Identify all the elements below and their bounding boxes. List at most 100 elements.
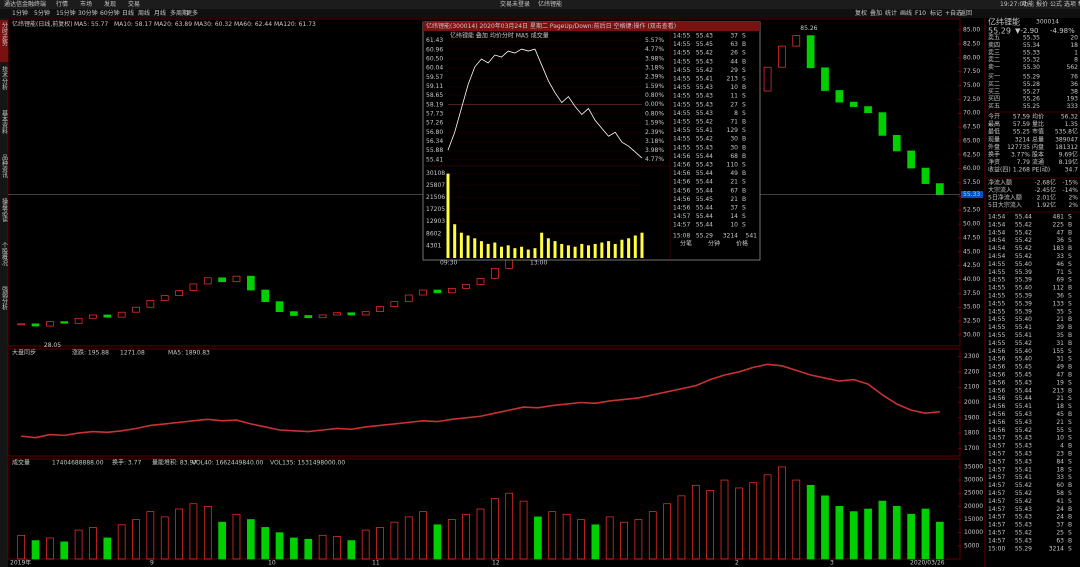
status-text: 亿纬锂能: [538, 0, 562, 8]
volume-bar: [103, 537, 112, 560]
tick-price: 55.43: [1015, 451, 1032, 458]
tick-price: 55.41: [1015, 466, 1032, 473]
volume-bar: [261, 527, 270, 560]
y-tick-label: 60.00: [963, 165, 980, 172]
tick-volume: 47: [1056, 372, 1064, 379]
tick-price: 55.42: [1015, 482, 1032, 489]
popup-window: 亿纬锂能(300014) 2020年03月24日 星期二 PageUp/Down…: [422, 21, 761, 267]
volume-bar: [232, 513, 241, 560]
y-tick-label: 35.00: [963, 304, 980, 311]
tick-volume: 155: [1053, 348, 1065, 355]
tick-flag: S: [1068, 261, 1072, 268]
menu-item: 行情: [56, 0, 68, 8]
stat-value: 57.59: [1013, 121, 1030, 128]
tick-price: 55.42: [1015, 427, 1032, 434]
tick-price: 55.44: [696, 179, 713, 186]
price-tick-label: 55.41: [426, 156, 443, 163]
tick-price: 55.45: [1015, 372, 1032, 379]
tick-footer: 15:08: [673, 233, 690, 240]
tick-flag: B: [1068, 229, 1072, 236]
tick-price: 55.41: [696, 76, 713, 83]
period-tab: 15分钟: [56, 9, 76, 17]
tick-time: 14:57: [988, 458, 1005, 465]
sidebar-active: [0, 20, 8, 62]
candle: [806, 35, 815, 69]
tick-price: 55.43: [696, 162, 713, 169]
tick-time: 14:56: [673, 196, 690, 203]
price-tick-label: 55.88: [426, 147, 443, 154]
price-tick-label: 56.80: [426, 129, 443, 136]
volume-bar: [347, 540, 356, 560]
volume-bar: [526, 249, 530, 258]
tick-price: 55.43: [696, 33, 713, 40]
book-price: 55.34: [1023, 42, 1040, 49]
y-tick-label: 2200: [964, 368, 979, 375]
tick-flag: S: [1068, 458, 1072, 465]
tick-volume: 26: [730, 50, 738, 57]
book-price: 55.27: [1023, 88, 1040, 95]
volume-bar: [546, 238, 550, 258]
volume-bar: [275, 532, 284, 560]
y-tick-label: 32.50: [963, 318, 980, 325]
stat-label: 均价: [1032, 113, 1044, 121]
volume-tick-label: 12903: [426, 218, 445, 225]
indicator-header: 1271.08: [120, 350, 145, 357]
volume-tick-label: 4301: [426, 242, 441, 249]
candle: [218, 277, 226, 283]
stat-value: 56.32: [1061, 114, 1078, 121]
stat-label: PE(动): [1032, 167, 1050, 174]
tick-flag: B: [1068, 364, 1072, 371]
candle: [878, 112, 887, 136]
tick-flag: S: [1068, 474, 1072, 481]
y-tick-label: 77.50: [963, 68, 980, 75]
volume-bar: [600, 242, 604, 258]
candle: [304, 315, 313, 319]
tick-price: 55.42: [1015, 245, 1032, 252]
tick-flag: B: [742, 119, 746, 126]
tick-time: 14:56: [988, 364, 1005, 371]
period-tab: 日线: [122, 9, 134, 17]
stat-label: 市值: [1032, 128, 1044, 136]
tick-volume: 31: [1056, 356, 1064, 363]
tick-time: 14:55: [988, 340, 1005, 347]
stat-value: 57.59: [1013, 114, 1030, 121]
volume-header: 17404688888.00: [52, 460, 104, 467]
y-tick-label: 80.00: [963, 54, 980, 61]
time-label: 09:30: [440, 260, 457, 267]
ma-label: MA60: 62.44: [234, 21, 272, 28]
volume-bar: [835, 506, 844, 560]
candle: [419, 289, 427, 296]
tool-button: +自选: [945, 9, 962, 17]
tick-flag: S: [1068, 545, 1072, 552]
tick-volume: 24: [1056, 506, 1064, 513]
volume-bar: [459, 232, 463, 258]
tick-price: 55.40: [1015, 261, 1032, 268]
y-tick-label: 2000: [964, 399, 979, 406]
tick-price: 55.42: [1015, 229, 1032, 236]
candle: [146, 300, 155, 308]
tick-time: 14:56: [988, 427, 1005, 434]
tick-flag: S: [1068, 308, 1072, 315]
tick-price: 55.41: [1015, 474, 1032, 481]
tick-price: 55.42: [1015, 490, 1032, 497]
menu-item: 功能: [1022, 0, 1034, 8]
tick-time: 14:56: [673, 162, 690, 169]
tick-time: 14:56: [673, 205, 690, 212]
stock-name: 亿纬锂能: [988, 17, 1020, 27]
volume-bar: [593, 243, 597, 258]
tick-volume: 19: [1056, 379, 1064, 386]
tick-volume: 24: [1056, 514, 1064, 521]
tick-volume: 8: [734, 110, 738, 117]
tick-price: 55.44: [696, 205, 713, 212]
tick-price: 55.40: [1015, 348, 1032, 355]
book-volume: 193: [1067, 96, 1079, 103]
tick-volume: 213: [1053, 387, 1065, 394]
pct-tick-label: 2.39%: [645, 74, 664, 81]
y-tick-label: 20000: [964, 503, 983, 510]
y-tick-label: 82.50: [963, 40, 980, 47]
flow-pct: 2%: [1068, 195, 1078, 202]
volume-bar: [433, 524, 442, 560]
volume-bar: [17, 534, 26, 560]
pct-tick-label: 3.98%: [645, 55, 664, 62]
